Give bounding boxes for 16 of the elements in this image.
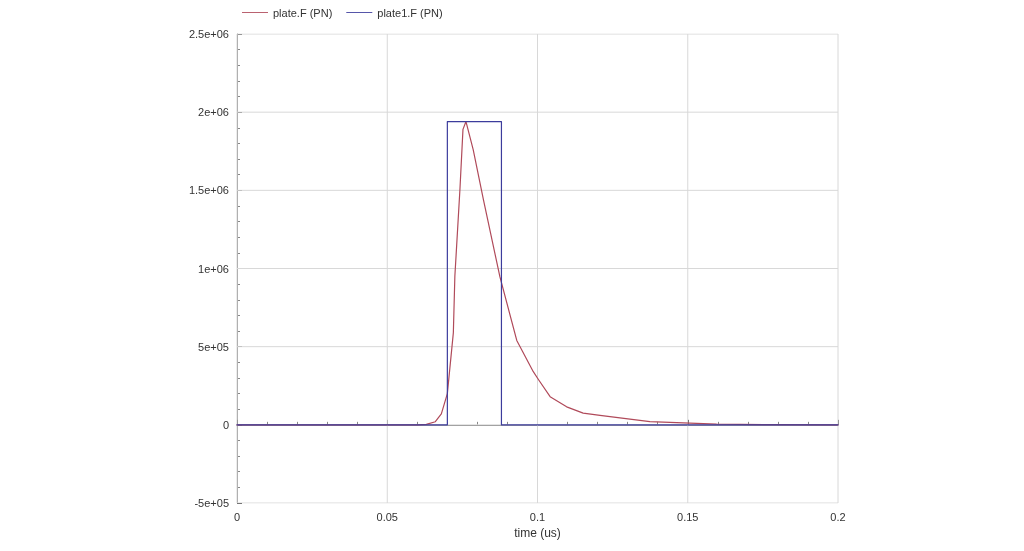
legend-label: plate.F (PN) [273, 6, 333, 19]
y-tick-label: 1e+06 [198, 262, 229, 275]
y-tick-label: -5e+05 [194, 497, 229, 509]
x-tick-label: 0.1 [529, 510, 546, 523]
x-tick-label: 0.05 [376, 510, 398, 523]
x-tick-label: 0 [233, 510, 241, 523]
y-tick-label: 5e+05 [198, 340, 229, 353]
y-tick-label: 2.5e+06 [188, 28, 229, 40]
line-series [236, 120, 839, 426]
x-axis-title: time (us) [514, 525, 561, 540]
legend-label: plate1.F (PN) [377, 6, 443, 19]
y-tick-label: 2e+06 [198, 106, 229, 119]
x-tick-label: 0.2 [830, 510, 846, 523]
x-tick-label: 0.15 [677, 510, 699, 523]
y-tick-label: 0 [222, 418, 229, 431]
y-tick-label: 1.5e+06 [188, 184, 229, 197]
